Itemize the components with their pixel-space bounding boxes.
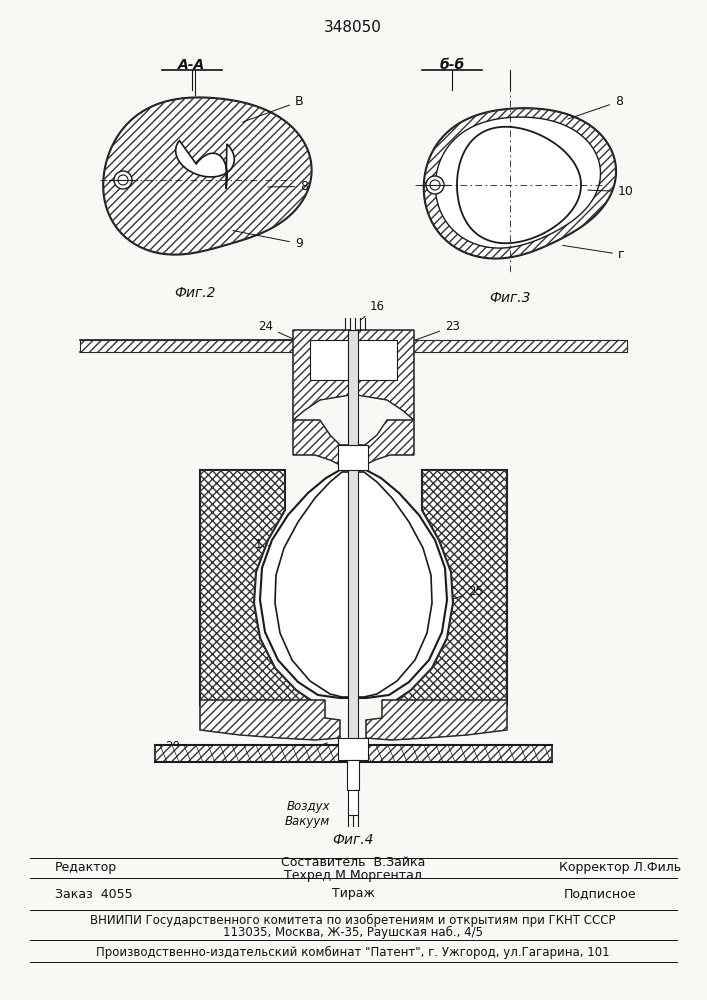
Text: Фиг.2: Фиг.2 <box>174 286 216 300</box>
Text: Производственно-издательский комбинат "Патент", г. Ужгород, ул.Гагарина, 101: Производственно-издательский комбинат "П… <box>96 945 610 959</box>
Text: 9: 9 <box>233 231 303 250</box>
Bar <box>338 738 368 760</box>
Text: В: В <box>243 95 303 122</box>
Polygon shape <box>366 700 507 740</box>
Text: 24: 24 <box>258 320 298 341</box>
Bar <box>348 790 358 815</box>
Circle shape <box>114 171 132 189</box>
Text: 1: 1 <box>255 538 297 551</box>
Text: 113035, Москва, Ж-35, Раушская наб., 4/5: 113035, Москва, Ж-35, Раушская наб., 4/5 <box>223 925 483 939</box>
Polygon shape <box>357 330 414 420</box>
Polygon shape <box>423 108 616 259</box>
Text: Подписное: Подписное <box>563 888 636 900</box>
Polygon shape <box>357 340 397 380</box>
Bar <box>348 330 358 790</box>
Text: Корректор Л.Филь: Корректор Л.Филь <box>559 861 681 874</box>
Polygon shape <box>80 340 308 352</box>
Polygon shape <box>293 420 348 465</box>
Text: Заказ  4055: Заказ 4055 <box>55 888 133 900</box>
Polygon shape <box>200 700 340 740</box>
Bar <box>338 445 368 470</box>
Polygon shape <box>436 117 600 248</box>
Polygon shape <box>457 127 581 243</box>
Polygon shape <box>389 470 507 705</box>
Text: г: г <box>563 245 624 261</box>
Text: Воздух
Вакуум: Воздух Вакуум <box>285 800 330 828</box>
Text: 25: 25 <box>452 585 483 599</box>
Polygon shape <box>293 330 350 420</box>
Polygon shape <box>358 420 414 465</box>
Text: 20: 20 <box>165 740 197 753</box>
Polygon shape <box>260 470 447 698</box>
Text: Тираж: Тираж <box>332 888 375 900</box>
Text: ВНИИПИ Государственного комитета по изобретениям и открытиям при ГКНТ СССР: ВНИИПИ Государственного комитета по изоб… <box>90 913 616 927</box>
Polygon shape <box>275 472 432 697</box>
Polygon shape <box>175 141 234 189</box>
Text: 23: 23 <box>413 320 460 341</box>
Text: Редактор: Редактор <box>55 861 117 874</box>
Text: 8: 8 <box>268 180 308 193</box>
Text: Техред М.Моргентал: Техред М.Моргентал <box>284 868 422 882</box>
Text: 10: 10 <box>588 185 634 198</box>
Text: А-А: А-А <box>178 58 206 72</box>
Text: 21: 21 <box>280 743 327 763</box>
Circle shape <box>426 176 444 194</box>
Polygon shape <box>310 340 350 380</box>
Circle shape <box>118 175 128 185</box>
Text: Фиг.3: Фиг.3 <box>489 291 531 305</box>
Polygon shape <box>400 340 627 352</box>
Text: 22: 22 <box>363 520 390 539</box>
Text: б-б: б-б <box>439 58 464 72</box>
Polygon shape <box>103 97 312 255</box>
Bar <box>347 760 359 790</box>
Text: 348050: 348050 <box>324 20 382 35</box>
Polygon shape <box>200 470 318 705</box>
Circle shape <box>430 180 440 190</box>
Polygon shape <box>155 745 552 762</box>
Text: 8: 8 <box>568 95 623 119</box>
Text: Составитель  В.Зайка: Составитель В.Зайка <box>281 856 425 869</box>
Text: Фиг.4: Фиг.4 <box>332 833 374 847</box>
Text: 16: 16 <box>360 300 385 320</box>
